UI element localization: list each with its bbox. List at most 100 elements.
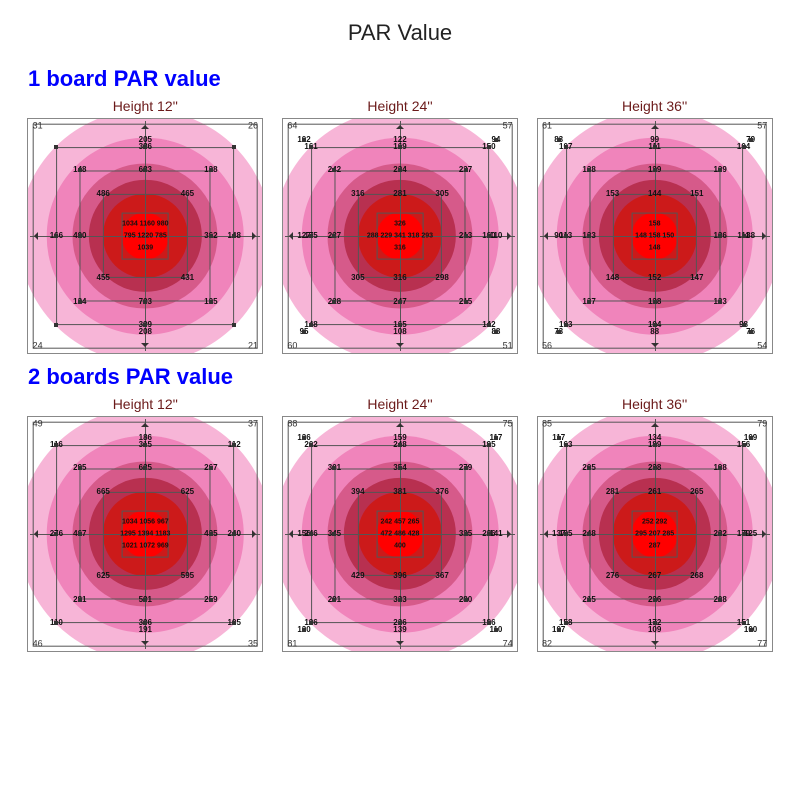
par-value: 56 bbox=[542, 341, 552, 350]
par-value: 455 bbox=[97, 274, 110, 282]
par-value: 88 bbox=[287, 420, 297, 429]
par-value: 75 bbox=[503, 420, 513, 429]
par-value: 26 bbox=[248, 122, 258, 131]
par-value: 1034 1056 967 bbox=[122, 519, 169, 526]
par-value: 109 bbox=[648, 626, 661, 634]
par-value: 305 bbox=[351, 274, 364, 282]
section-title: 1 board PAR value bbox=[0, 56, 800, 98]
par-value: 367 bbox=[435, 572, 448, 580]
par-value: 305 bbox=[435, 190, 448, 198]
par-value: 431 bbox=[181, 274, 194, 282]
par-value: 465 bbox=[181, 190, 194, 198]
par-value: 394 bbox=[351, 488, 364, 496]
par-value: 144 bbox=[648, 190, 661, 198]
chart-cell: Height 36'' 6157565499889088837973761111… bbox=[537, 98, 773, 354]
par-value: 81 bbox=[287, 639, 297, 648]
par-value: 396 bbox=[393, 572, 406, 580]
par-value: 242 457 265 bbox=[381, 519, 420, 526]
page-title: PAR Value bbox=[0, 0, 800, 56]
par-value: 326 bbox=[394, 221, 406, 228]
par-value: 1034 1160 980 bbox=[122, 221, 168, 228]
par-value: 265 bbox=[690, 488, 703, 496]
par-value: 376 bbox=[435, 488, 448, 496]
par-value: 151 bbox=[690, 190, 703, 198]
par-value: 37 bbox=[248, 420, 258, 429]
par-value: 381 bbox=[393, 488, 406, 496]
par-value: 147 bbox=[690, 274, 703, 282]
par-value: 276 bbox=[606, 572, 619, 580]
chart-cell: Height 24'' 8875817415913915614112611712… bbox=[282, 396, 518, 652]
par-value: 287 bbox=[649, 542, 661, 549]
par-value: 49 bbox=[33, 420, 43, 429]
par-value: 298 bbox=[435, 274, 448, 282]
chart-title: Height 24'' bbox=[367, 396, 432, 412]
par-value: 79 bbox=[757, 420, 767, 429]
par-value: 64 bbox=[287, 122, 297, 131]
par-value: 281 bbox=[606, 488, 619, 496]
par-value: 148 158 150 bbox=[635, 233, 674, 240]
par-value: 268 bbox=[690, 572, 703, 580]
par-value: 148 bbox=[649, 244, 661, 251]
par-value: 77 bbox=[757, 639, 767, 648]
par-value: 51 bbox=[503, 341, 513, 350]
par-value: 252 292 bbox=[642, 519, 667, 526]
par-value: 35 bbox=[248, 639, 258, 648]
chart-grid: 1 board PAR valueHeight 12'' 31262421205… bbox=[0, 56, 800, 652]
par-value: 108 bbox=[393, 328, 406, 336]
par-value: 295 207 285 bbox=[635, 531, 674, 538]
par-value: 1295 1394 1183 bbox=[120, 531, 170, 538]
par-value: 88 bbox=[650, 328, 659, 336]
par-heatmap: 6457605112210812711010294958816916517516… bbox=[282, 118, 518, 354]
par-value: 486 bbox=[97, 190, 110, 198]
par-value: 267 bbox=[648, 572, 661, 580]
chart-title: Height 24'' bbox=[367, 98, 432, 114]
par-value: 152 bbox=[648, 274, 661, 282]
chart-row: Height 12'' 4937463518619131530627624011… bbox=[0, 396, 800, 652]
par-value: 21 bbox=[248, 341, 258, 350]
par-value: 261 bbox=[648, 488, 661, 496]
par-value: 795 1220 785 bbox=[124, 233, 167, 240]
par-value: 85 bbox=[542, 420, 552, 429]
par-value: 1039 bbox=[138, 244, 154, 251]
par-value: 57 bbox=[503, 122, 513, 131]
chart-row: Height 12'' 3126242120520838639916614868… bbox=[0, 98, 800, 354]
par-value: 139 bbox=[393, 626, 406, 634]
par-value: 57 bbox=[757, 122, 767, 131]
par-value: 24 bbox=[33, 341, 43, 350]
par-value: 61 bbox=[542, 122, 552, 131]
par-value: 595 bbox=[181, 572, 194, 580]
par-value: 288 229 341 318 293 bbox=[367, 233, 433, 240]
par-heatmap: 4937463518619131530627624011611211010562… bbox=[27, 416, 263, 652]
par-value: 316 bbox=[394, 244, 406, 251]
par-heatmap: 6157565499889088837973761111041131111071… bbox=[537, 118, 773, 354]
par-value: 625 bbox=[181, 488, 194, 496]
par-heatmap: 3126242120520838639916614868370340036214… bbox=[27, 118, 263, 354]
chart-cell: Height 12'' 3126242120520838639916614868… bbox=[27, 98, 263, 354]
par-value: 316 bbox=[351, 190, 364, 198]
chart-cell: Height 12'' 4937463518619131530627624011… bbox=[27, 396, 263, 652]
par-value: 400 bbox=[394, 542, 406, 549]
par-value: 665 bbox=[97, 488, 110, 496]
par-value: 281 bbox=[393, 190, 406, 198]
chart-title: Height 12'' bbox=[113, 98, 178, 114]
par-value: 153 bbox=[606, 190, 619, 198]
par-value: 60 bbox=[287, 341, 297, 350]
par-value: 316 bbox=[393, 274, 406, 282]
chart-cell: Height 24'' 6457605112210812711010294958… bbox=[282, 98, 518, 354]
par-heatmap: 8875817415913915614112611712011024822624… bbox=[282, 416, 518, 652]
par-heatmap: 8579827713410913712511710910710018917219… bbox=[537, 416, 773, 652]
chart-cell: Height 36'' 8579827713410913712511710910… bbox=[537, 396, 773, 652]
par-value: 82 bbox=[542, 639, 552, 648]
par-value: 148 bbox=[606, 274, 619, 282]
par-value: 158 bbox=[649, 221, 661, 228]
par-value: 46 bbox=[33, 639, 43, 648]
section-title: 2 boards PAR value bbox=[0, 354, 800, 396]
par-value: 191 bbox=[139, 626, 152, 634]
par-value: 472 486 428 bbox=[381, 531, 420, 538]
par-value: 429 bbox=[351, 572, 364, 580]
par-value: 208 bbox=[139, 328, 152, 336]
chart-title: Height 12'' bbox=[113, 396, 178, 412]
par-value: 625 bbox=[97, 572, 110, 580]
par-value: 1021 1072 969 bbox=[122, 542, 169, 549]
par-value: 54 bbox=[757, 341, 767, 350]
